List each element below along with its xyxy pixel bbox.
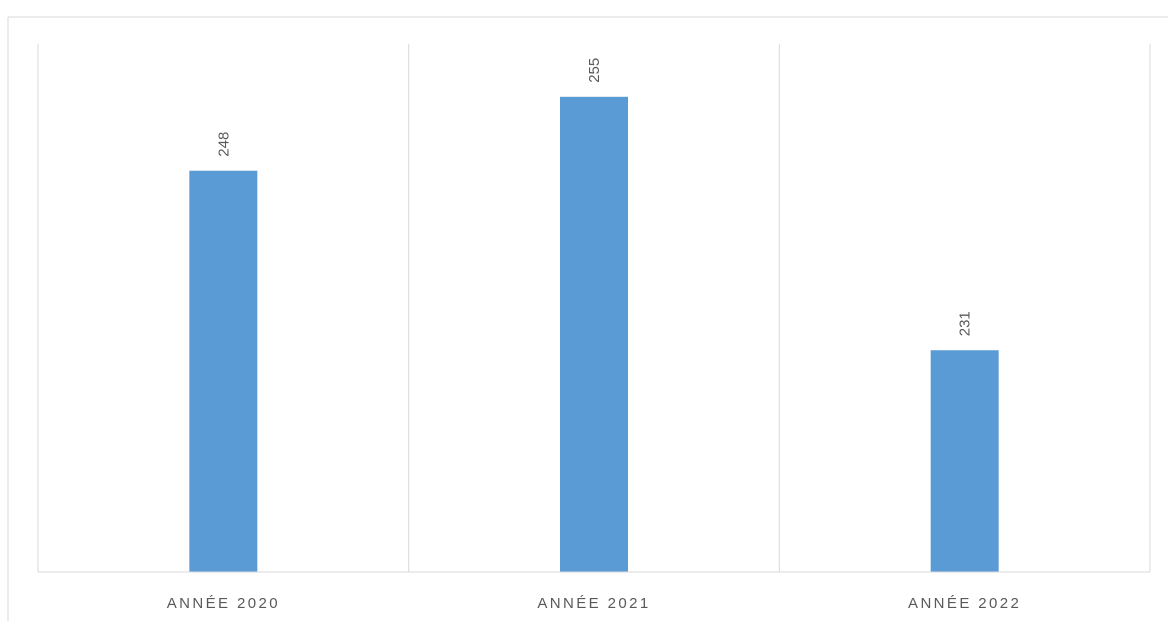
data-labels: 248 255 231 xyxy=(215,58,973,336)
data-label: 248 xyxy=(215,132,232,157)
x-tick-label: ANNÉE 2020 xyxy=(167,595,280,612)
bar xyxy=(930,350,999,572)
bar xyxy=(189,170,258,572)
grid-lines xyxy=(37,44,1151,572)
data-label: 255 xyxy=(586,58,603,83)
bar xyxy=(560,96,628,573)
x-axis-tick-labels: ANNÉE 2020 ANNÉE 2021 ANNÉE 2022 xyxy=(167,595,1021,612)
x-tick-label: ANNÉE 2022 xyxy=(908,595,1021,612)
bars xyxy=(189,96,999,573)
data-label: 231 xyxy=(957,311,974,336)
x-tick-label: ANNÉE 2021 xyxy=(537,595,650,612)
